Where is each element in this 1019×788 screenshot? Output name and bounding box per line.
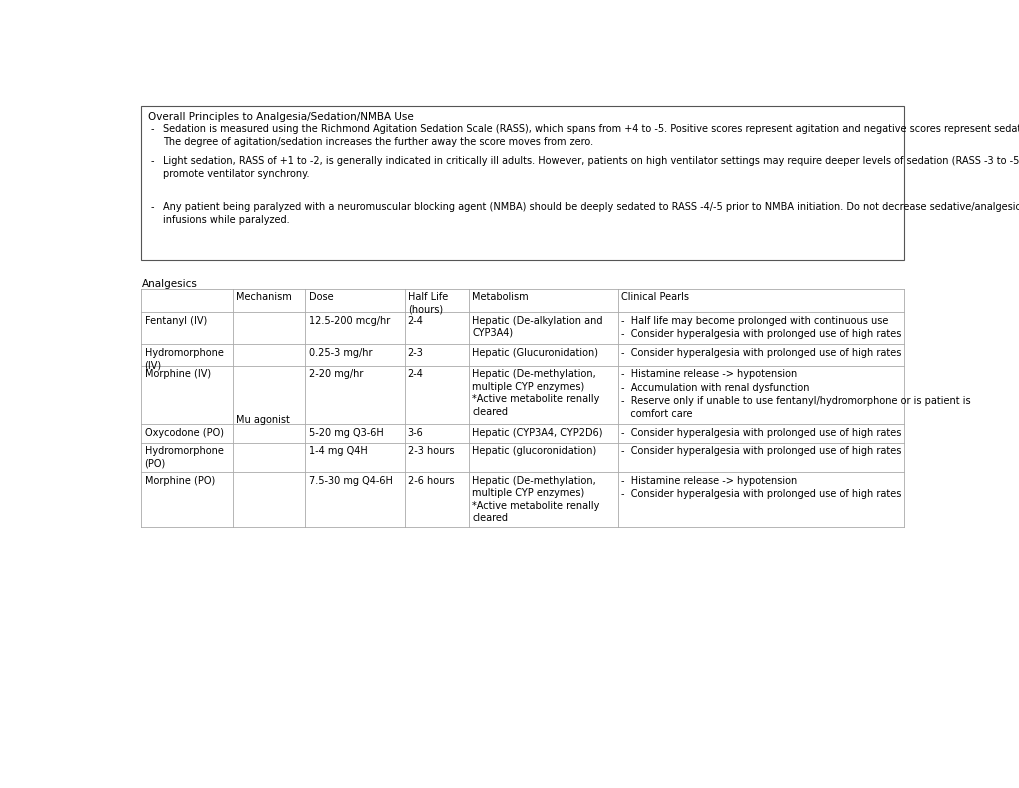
Text: Hepatic (Glucuronidation): Hepatic (Glucuronidation) bbox=[472, 348, 598, 358]
Text: Hepatic (De-methylation,
multiple CYP enzymes)
*Active metabolite renally
cleare: Hepatic (De-methylation, multiple CYP en… bbox=[472, 476, 599, 523]
Text: Hepatic (De-alkylation and
CYP3A4): Hepatic (De-alkylation and CYP3A4) bbox=[472, 315, 602, 338]
Text: Mu agonist: Mu agonist bbox=[235, 414, 289, 425]
Text: Morphine (IV): Morphine (IV) bbox=[145, 370, 211, 380]
Text: -: - bbox=[151, 203, 154, 212]
Text: -  Half life may become prolonged with continuous use
-  Consider hyperalgesia w: - Half life may become prolonged with co… bbox=[621, 315, 901, 339]
Text: Overall Principles to Analgesia/Sedation/NMBA Use: Overall Principles to Analgesia/Sedation… bbox=[148, 112, 413, 122]
Text: -: - bbox=[151, 156, 154, 166]
Text: Sedation is measured using the Richmond Agitation Sedation Scale (RASS), which s: Sedation is measured using the Richmond … bbox=[163, 124, 1019, 147]
Text: Dose: Dose bbox=[308, 292, 333, 303]
Text: 1-4 mg Q4H: 1-4 mg Q4H bbox=[308, 447, 367, 456]
Text: Light sedation, RASS of +1 to -2, is generally indicated in critically ill adult: Light sedation, RASS of +1 to -2, is gen… bbox=[163, 156, 1019, 179]
Text: Hepatic (glucoronidation): Hepatic (glucoronidation) bbox=[472, 447, 596, 456]
Text: 2-3: 2-3 bbox=[408, 348, 423, 358]
Text: 2-3 hours: 2-3 hours bbox=[408, 447, 453, 456]
Text: -  Histamine release -> hypotension
-  Consider hyperalgesia with prolonged use : - Histamine release -> hypotension - Con… bbox=[621, 476, 901, 499]
Text: -  Consider hyperalgesia with prolonged use of high rates: - Consider hyperalgesia with prolonged u… bbox=[621, 428, 901, 438]
Text: -  Histamine release -> hypotension
-  Accumulation with renal dysfunction
-  Re: - Histamine release -> hypotension - Acc… bbox=[621, 370, 970, 419]
Text: 0.25-3 mg/hr: 0.25-3 mg/hr bbox=[308, 348, 372, 358]
Text: 2-6 hours: 2-6 hours bbox=[408, 476, 453, 485]
Text: -  Consider hyperalgesia with prolonged use of high rates: - Consider hyperalgesia with prolonged u… bbox=[621, 348, 901, 358]
Text: 2-4: 2-4 bbox=[408, 370, 423, 380]
Text: 2-4: 2-4 bbox=[408, 315, 423, 325]
Text: Hepatic (De-methylation,
multiple CYP enzymes)
*Active metabolite renally
cleare: Hepatic (De-methylation, multiple CYP en… bbox=[472, 370, 599, 417]
Text: 3-6: 3-6 bbox=[408, 428, 423, 438]
Text: 5-20 mg Q3-6H: 5-20 mg Q3-6H bbox=[308, 428, 383, 438]
Text: -  Consider hyperalgesia with prolonged use of high rates: - Consider hyperalgesia with prolonged u… bbox=[621, 447, 901, 456]
Text: Any patient being paralyzed with a neuromuscular blocking agent (NMBA) should be: Any patient being paralyzed with a neuro… bbox=[163, 203, 1019, 225]
Bar bbox=[142, 106, 903, 260]
Text: 12.5-200 mcg/hr: 12.5-200 mcg/hr bbox=[308, 315, 389, 325]
Text: Half Life
(hours): Half Life (hours) bbox=[408, 292, 447, 315]
Text: Hydromorphone
(PO): Hydromorphone (PO) bbox=[145, 447, 223, 469]
Text: Fentanyl (IV): Fentanyl (IV) bbox=[145, 315, 207, 325]
Text: 2-20 mg/hr: 2-20 mg/hr bbox=[308, 370, 363, 380]
Text: 7.5-30 mg Q4-6H: 7.5-30 mg Q4-6H bbox=[308, 476, 392, 485]
Text: Oxycodone (PO): Oxycodone (PO) bbox=[145, 428, 223, 438]
Text: Hepatic (CYP3A4, CYP2D6): Hepatic (CYP3A4, CYP2D6) bbox=[472, 428, 602, 438]
Text: Mechanism: Mechanism bbox=[235, 292, 291, 303]
Text: Hydromorphone
(IV): Hydromorphone (IV) bbox=[145, 348, 223, 370]
Text: Analgesics: Analgesics bbox=[142, 280, 197, 289]
Text: Metabolism: Metabolism bbox=[472, 292, 529, 303]
Text: Clinical Pearls: Clinical Pearls bbox=[621, 292, 689, 303]
Text: Morphine (PO): Morphine (PO) bbox=[145, 476, 215, 485]
Text: -: - bbox=[151, 124, 154, 134]
